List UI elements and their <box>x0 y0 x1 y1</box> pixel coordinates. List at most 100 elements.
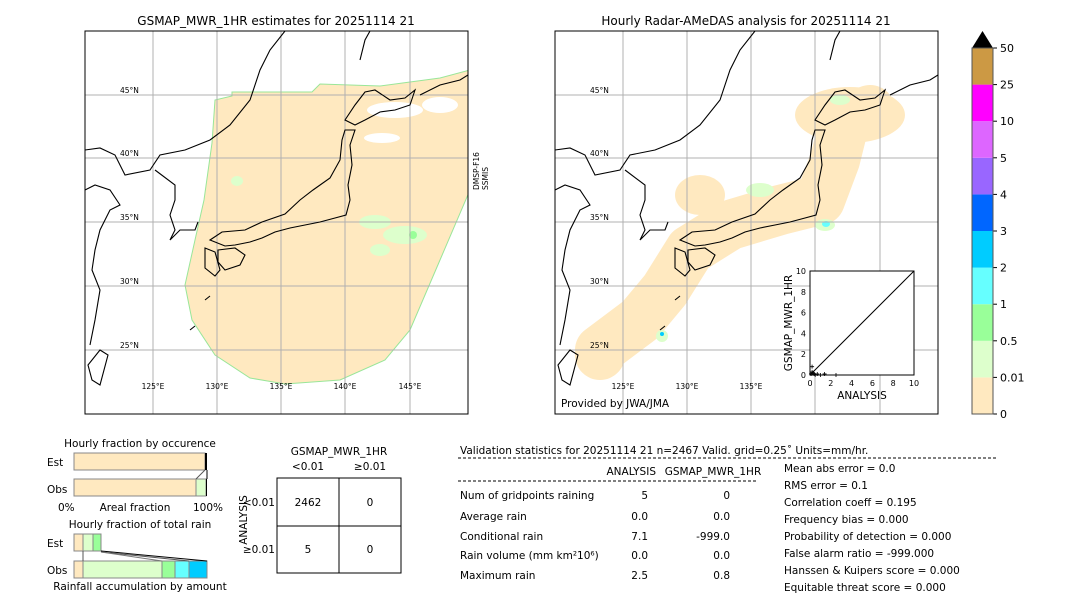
stat-gsmap: 0 <box>723 490 730 502</box>
stats-title: Validation statistics for 20251114 21 n=… <box>460 445 868 457</box>
scatter-point <box>815 371 820 376</box>
score-line: Mean abs error = 0.0 <box>784 463 895 475</box>
colorbar-segment <box>972 121 993 158</box>
colorbar-tick-label: 2 <box>1000 262 1007 275</box>
occurrence-title: Hourly fraction by occurence <box>64 438 216 450</box>
y-tick-label: 0 <box>801 371 806 380</box>
row-label-est: Est <box>47 538 63 550</box>
right-map-title: Hourly Radar-AMeDAS analysis for 2025111… <box>601 14 890 28</box>
scatter-inset: 00 2 2 4 4 6 6 8 8 10 10 ANALYSIS GSMAP_MWR_1HR <box>783 267 919 402</box>
scatter-points <box>809 364 838 377</box>
stat-gsmap: 0.0 <box>713 550 730 562</box>
scatter-point <box>810 364 815 369</box>
scatter-point <box>822 371 827 376</box>
colorbar-segment <box>972 304 993 341</box>
score-line: Correlation coeff = 0.195 <box>784 497 917 509</box>
xmax-label: 100% <box>193 502 223 514</box>
gsmap-rain-patches <box>231 97 458 256</box>
est-bar-edge <box>205 453 207 470</box>
lon-label: 130°E <box>676 382 699 391</box>
stat-analysis: 2.5 <box>631 570 648 582</box>
y-tick-label: 6 <box>801 309 806 318</box>
colorbar-tick-label: 25 <box>1000 79 1014 92</box>
credit-label: Provided by JWA/JMA <box>561 398 670 410</box>
rain-accum-label: Rainfall accumulation by amount <box>53 581 226 593</box>
est-bar-dry <box>73 452 206 471</box>
lat-label: 45°N <box>120 86 139 95</box>
lat-label: 45°N <box>590 86 609 95</box>
colorbar-tick-label: 1 <box>1000 298 1007 311</box>
stat-name: Num of gridpoints raining <box>460 490 594 502</box>
left-map-frame <box>84 30 469 415</box>
lon-label: 145°E <box>399 382 422 391</box>
row-label-obs: Obs <box>47 484 67 496</box>
col-label: ≥0.01 <box>354 461 386 473</box>
right-map: Hourly Radar-AMeDAS analysis for 2025111… <box>554 14 939 415</box>
col-header: GSMAP_MWR_1HR <box>665 466 761 478</box>
lat-label: 25°N <box>120 341 139 350</box>
lon-label: 130°E <box>206 382 229 391</box>
cell: 0 <box>367 544 374 556</box>
row-label: ≥0.01 <box>243 544 275 556</box>
colorbar-segment <box>972 48 993 85</box>
stat-analysis: 0.0 <box>631 511 648 523</box>
contingency-row-title: ANALYSIS <box>238 495 250 545</box>
colorbar-tick-label: 0.01 <box>1000 371 1025 384</box>
radar-coverage <box>575 85 905 380</box>
sensor-label: SSMIS <box>481 167 490 190</box>
stat-name: Conditional rain <box>460 531 543 543</box>
score-line: Equitable threat score = 0.000 <box>784 582 946 594</box>
colorbar-frame <box>971 47 994 415</box>
right-lat-labels: 45°N 40°N 35°N 30°N 25°N <box>590 86 609 350</box>
total-rain-chart: Hourly fraction of total rain Est Obs Ra… <box>47 519 227 593</box>
validation-stats: Validation statistics for 20251114 21 n=… <box>458 445 996 594</box>
scatter-point <box>834 373 838 377</box>
left-lon-labels: 125°E 130°E 135°E 140°E 145°E <box>142 382 422 391</box>
lon-label: 125°E <box>612 382 635 391</box>
colorbar-tick-label: 0.5 <box>1000 335 1018 348</box>
lon-label: 135°E <box>740 382 763 391</box>
colorbar-segment <box>972 157 993 195</box>
colorbar-tick-label: 0 <box>1000 408 1007 421</box>
score-line: Probability of detection = 0.000 <box>784 531 951 543</box>
colorbar-segment <box>972 84 993 122</box>
xmin-label: 0% <box>58 502 75 514</box>
occurrence-chart: Hourly fraction by occurence Est Obs 0% … <box>47 438 223 514</box>
col-label: <0.01 <box>292 461 324 473</box>
scatter-point <box>818 373 823 377</box>
colorbar-segment <box>972 231 993 268</box>
lat-label: 40°N <box>120 149 139 158</box>
stat-analysis: 7.1 <box>631 531 648 543</box>
scatter-ylabel: GSMAP_MWR_1HR <box>783 275 795 371</box>
gsmap-swath <box>184 70 468 385</box>
lat-label: 35°N <box>120 213 139 222</box>
stat-name: Average rain <box>460 511 527 523</box>
x-tick-label: 10 <box>909 379 919 388</box>
lat-label: 25°N <box>590 341 609 350</box>
x-tick-label: 0 <box>807 379 812 388</box>
row-label: <0.01 <box>243 497 275 509</box>
colorbar-tick-label: 10 <box>1000 115 1014 128</box>
coastlines <box>85 31 468 386</box>
left-lat-labels: 45°N 40°N 35°N 30°N 25°N <box>120 86 139 350</box>
right-map-frame <box>554 30 939 415</box>
left-map-title: GSMAP_MWR_1HR estimates for 20251114 21 <box>137 14 414 28</box>
total-rain-title: Hourly fraction of total rain <box>69 519 212 531</box>
cell: 5 <box>305 544 312 556</box>
lon-label: 135°E <box>270 382 293 391</box>
left-map: GSMAP_MWR_1HR estimates for 20251114 21 <box>84 14 490 415</box>
y-tick-label: 4 <box>801 329 806 338</box>
diagonal-line <box>809 270 915 376</box>
stat-analysis: 5 <box>641 490 648 502</box>
lat-label: 40°N <box>590 149 609 158</box>
cell: 0 <box>367 497 374 509</box>
colorbar-tick-label: 4 <box>1000 188 1007 201</box>
x-tick-label: 6 <box>870 379 875 388</box>
stat-analysis: 0.0 <box>631 550 648 562</box>
score-line: Frequency bias = 0.000 <box>784 514 909 526</box>
colorbar-segment <box>972 194 993 231</box>
right-lon-labels: 125°E 130°E 135°E <box>612 382 763 391</box>
row-label-est: Est <box>47 457 63 469</box>
stat-gsmap: 0.0 <box>713 511 730 523</box>
